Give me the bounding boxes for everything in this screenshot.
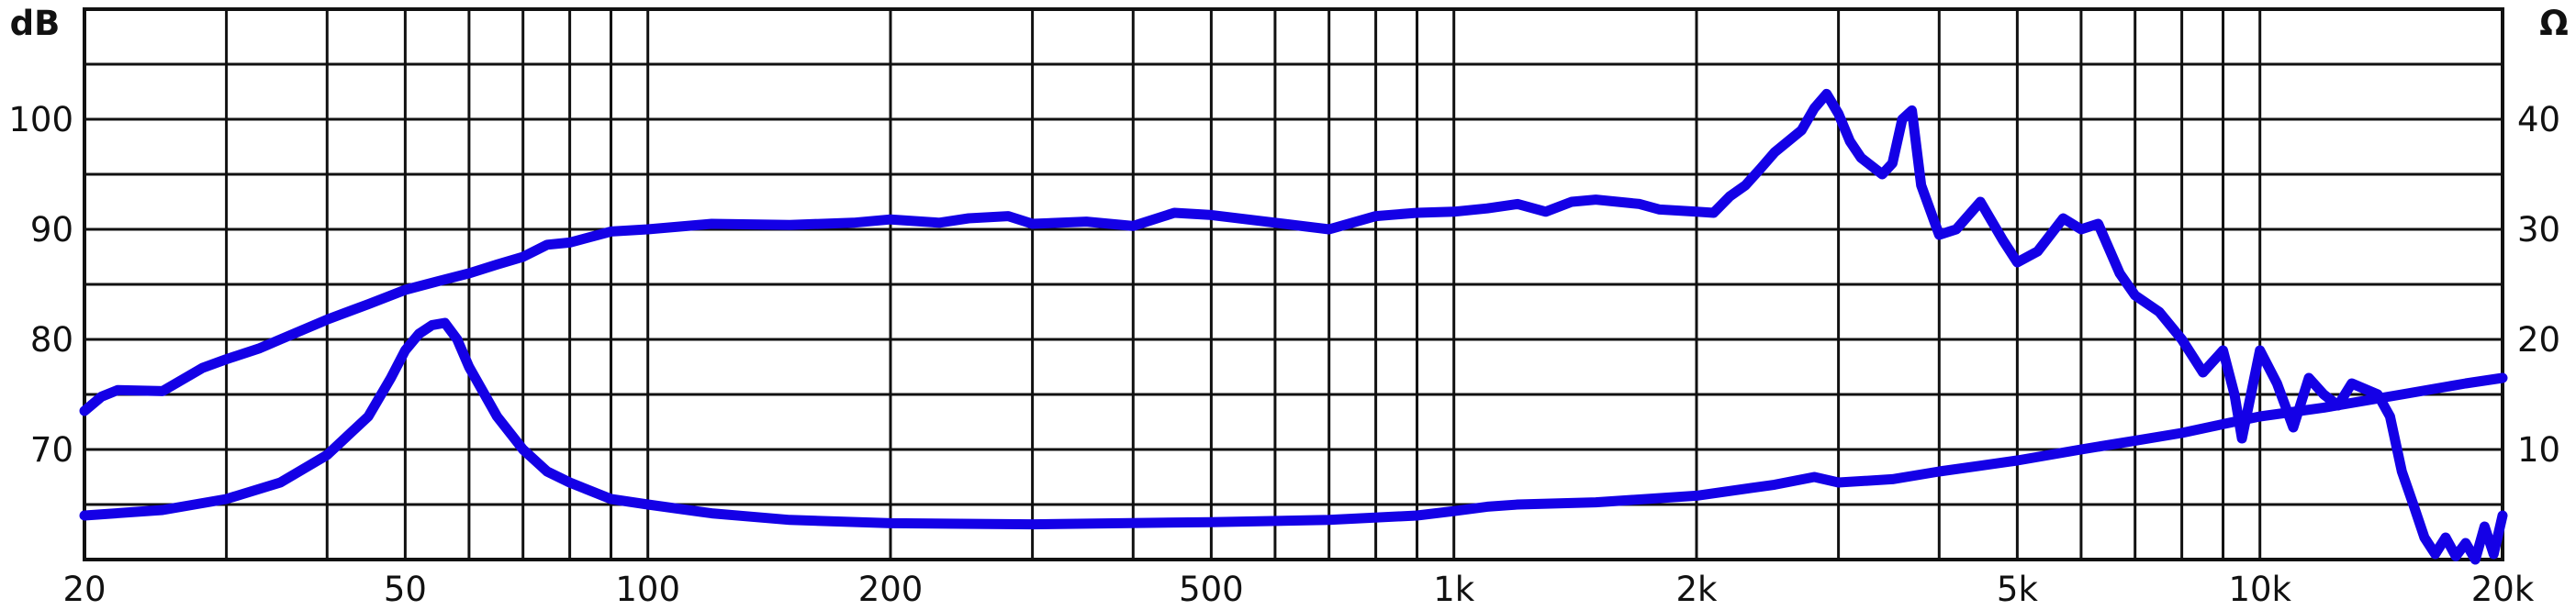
- right-tick-label: 20: [2517, 320, 2560, 360]
- x-tick-label: 20k: [2471, 570, 2535, 609]
- grid-layer: [83, 7, 2504, 561]
- x-tick-label: 50: [384, 570, 427, 609]
- left-axis-unit: dB: [10, 4, 61, 43]
- x-tick-label: 1k: [1433, 570, 1475, 609]
- x-tick-label: 5k: [1997, 570, 2039, 609]
- plot-frame: [83, 7, 2504, 561]
- left-tick-label: 100: [8, 100, 73, 139]
- left-tick-label: 90: [30, 210, 73, 250]
- right-tick-label: 40: [2517, 100, 2560, 139]
- x-tick-label: 100: [615, 570, 680, 609]
- series-layer: [79, 88, 2508, 565]
- right-tick-label: 10: [2517, 430, 2560, 470]
- right-tick-label: 30: [2517, 210, 2560, 250]
- x-tick-label: 2k: [1676, 570, 1719, 609]
- labels-layer: dB Ω 20 50 100 200 500 1k 2k 5k 10k 20k 70 80 90 100 1…: [8, 4, 2568, 609]
- x-tick-label: 200: [858, 570, 924, 609]
- left-tick-label: 70: [30, 430, 73, 470]
- right-axis-unit: Ω: [2539, 4, 2568, 43]
- x-tick-label: 20: [62, 570, 106, 609]
- spl-curve: [79, 88, 2508, 565]
- impedance-curve: [79, 317, 2508, 530]
- left-tick-label: 80: [30, 320, 73, 360]
- x-tick-label: 10k: [2228, 570, 2291, 609]
- x-tick-label: 500: [1179, 570, 1244, 609]
